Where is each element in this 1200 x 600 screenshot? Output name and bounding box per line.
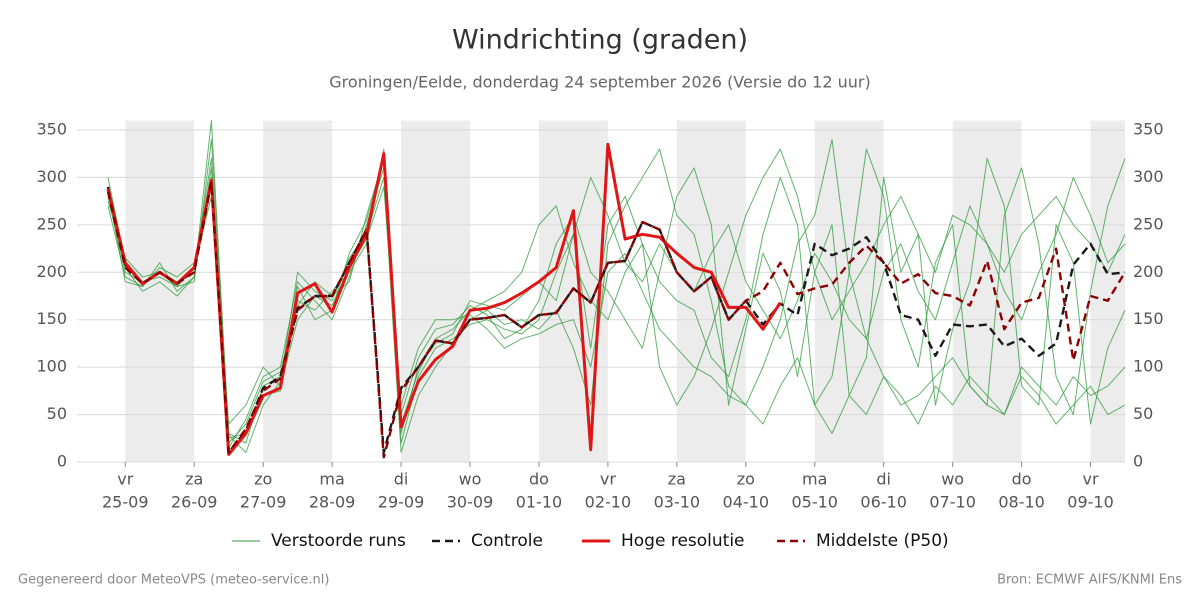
y2-tick-label: 350 xyxy=(1133,119,1164,138)
day-shade xyxy=(263,120,333,462)
y-tick-label: 150 xyxy=(36,309,67,328)
y2-tick-label: 300 xyxy=(1133,167,1164,186)
x-tick-date: 30-09 xyxy=(447,493,494,512)
x-tick-date: 26-09 xyxy=(171,493,218,512)
x-tick-date: 03-10 xyxy=(654,493,701,512)
y2-tick-label: 0 xyxy=(1133,452,1143,471)
y2-tick-label: 150 xyxy=(1133,309,1164,328)
day-shade xyxy=(401,120,470,462)
x-tick-label: vr xyxy=(1083,470,1099,489)
x-tick-label: zo xyxy=(737,470,755,489)
y-tick-label: 300 xyxy=(36,167,67,186)
x-tick-date: 28-09 xyxy=(309,493,356,512)
x-tick-date: 27-09 xyxy=(240,493,287,512)
day-shade xyxy=(952,120,1022,462)
y-tick-label: 200 xyxy=(36,262,67,281)
series-line xyxy=(107,157,1126,449)
x-tick-date: 25-09 xyxy=(102,493,149,512)
x-tick-date: 07-10 xyxy=(929,493,976,512)
x-tick-date: 01-10 xyxy=(516,493,563,512)
x-tick-label: zo xyxy=(254,470,272,489)
x-tick-label: di xyxy=(394,470,409,489)
y2-tick-label: 50 xyxy=(1133,404,1153,423)
y2-tick-label: 100 xyxy=(1133,357,1164,376)
x-tick-label: wo xyxy=(941,470,964,489)
y-tick-label: 350 xyxy=(36,119,67,138)
legend-label: Middelste (P50) xyxy=(816,531,949,551)
x-tick-label: do xyxy=(1012,470,1032,489)
x-tick-date: 09-10 xyxy=(1067,493,1114,512)
x-tick-date: 05-10 xyxy=(791,493,838,512)
legend-label: Controle xyxy=(471,531,543,551)
x-tick-date: 08-10 xyxy=(998,493,1045,512)
y-tick-label: 100 xyxy=(36,357,67,376)
series-line xyxy=(107,157,1126,439)
y-tick-label: 0 xyxy=(57,452,67,471)
x-tick-label: di xyxy=(876,470,891,489)
x-tick-label: do xyxy=(529,470,549,489)
y-tick-label: 250 xyxy=(36,214,67,233)
day-shade xyxy=(125,120,195,462)
series-line xyxy=(107,148,1126,444)
chart-subtitle: Groningen/Eelde, donderdag 24 september … xyxy=(329,73,870,92)
legend-label: Hoge resolutie xyxy=(621,531,745,551)
series-line xyxy=(106,181,1126,454)
x-tick-label: wo xyxy=(459,470,482,489)
legend-label: Verstoorde runs xyxy=(271,531,406,551)
x-tick-label: vr xyxy=(117,470,133,489)
x-tick-date: 02-10 xyxy=(585,493,632,512)
footer-right: Bron: ECMWF AIFS/KNMI Ens xyxy=(997,573,1182,588)
x-tick-label: za xyxy=(185,470,203,489)
x-tick-label: vr xyxy=(600,470,616,489)
x-tick-label: ma xyxy=(802,470,827,489)
y2-tick-label: 200 xyxy=(1133,262,1164,281)
x-tick-label: ma xyxy=(319,470,344,489)
y-tick-label: 50 xyxy=(47,404,67,423)
x-tick-date: 29-09 xyxy=(378,493,425,512)
x-tick-label: za xyxy=(668,470,686,489)
series-line xyxy=(107,120,1126,453)
x-tick-date: 06-10 xyxy=(860,493,907,512)
x-tick-date: 04-10 xyxy=(723,493,770,512)
y2-tick-label: 250 xyxy=(1133,214,1164,233)
chart-title: Windrichting (graden) xyxy=(452,25,748,56)
series-line xyxy=(106,181,1127,459)
footer-left: Gegenereerd door MeteoVPS (meteo-service… xyxy=(18,573,329,588)
day-shade xyxy=(676,120,746,462)
